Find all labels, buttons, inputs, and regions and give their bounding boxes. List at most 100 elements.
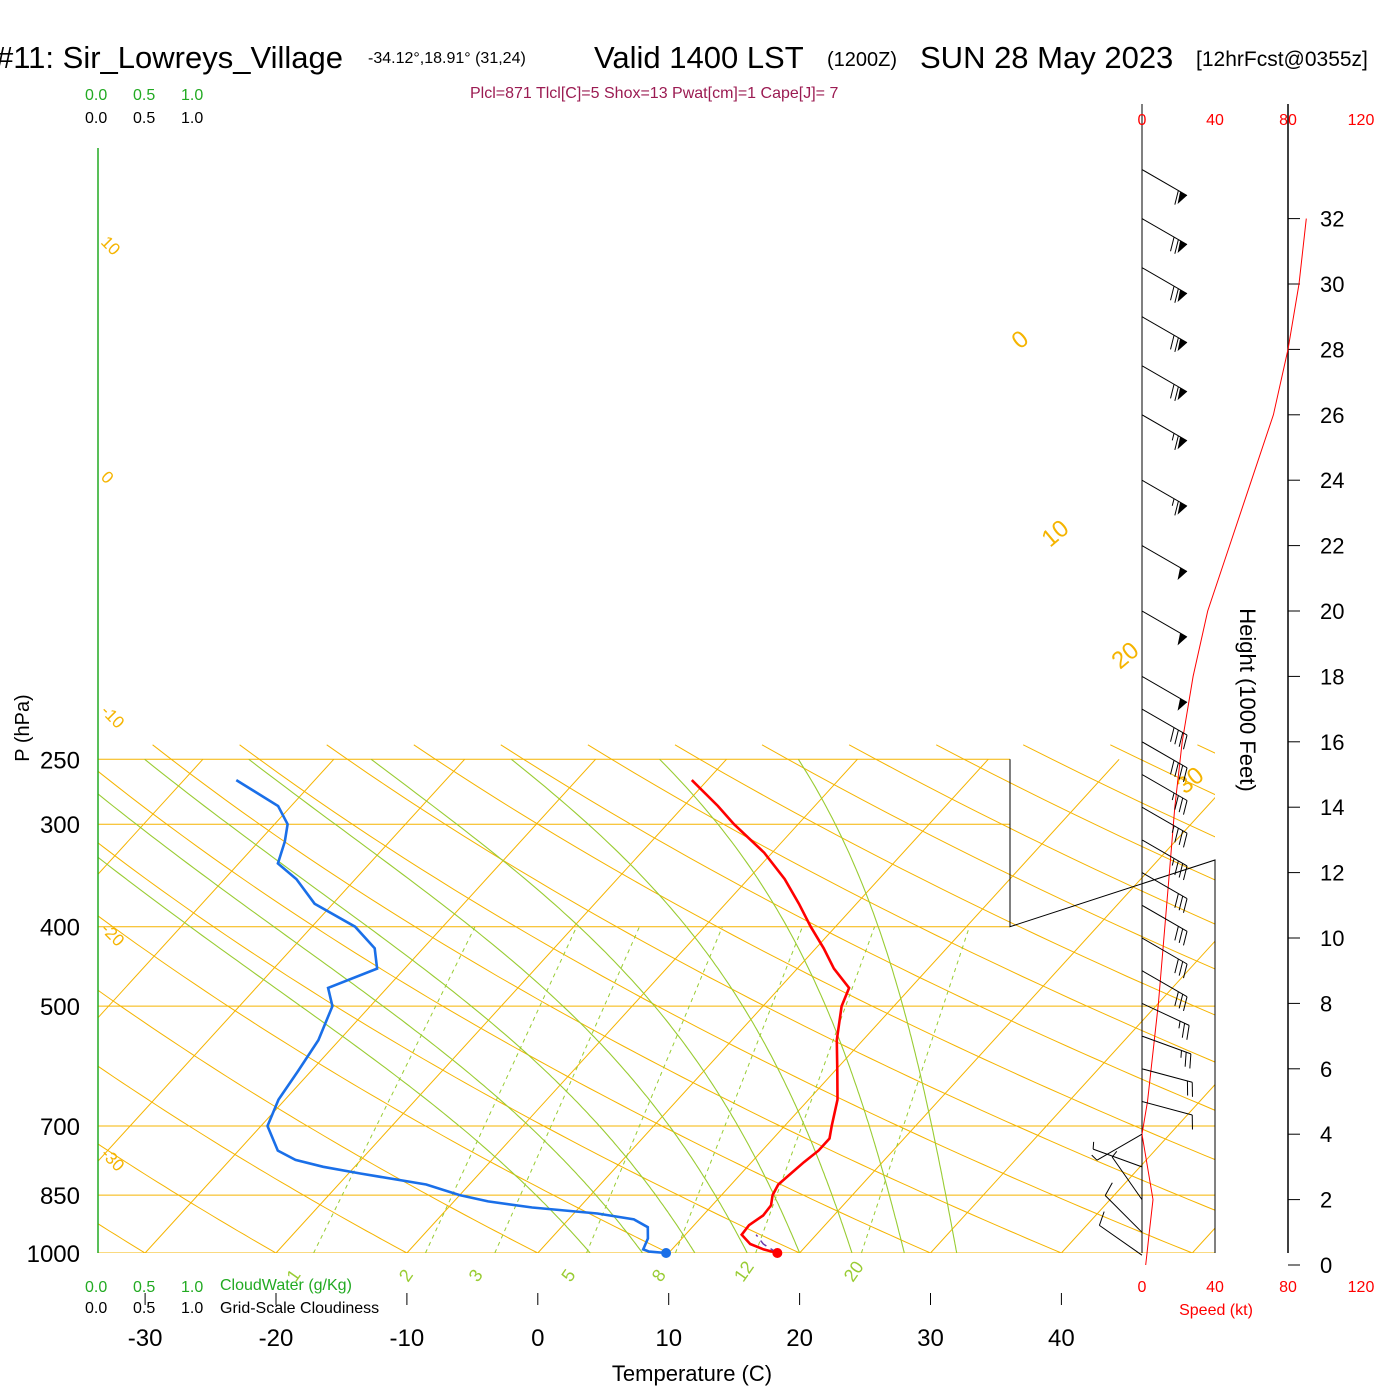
speed-tick-top-1: 40 [1206, 112, 1224, 129]
wind-barb-pennant [1177, 698, 1188, 711]
temp-tick-40: 40 [1048, 1325, 1075, 1352]
wind-barb-feather [1178, 797, 1184, 813]
wind-barb-staff [1141, 872, 1188, 900]
wind-barb-staff [1111, 1156, 1143, 1200]
moist-adiabat [144, 758, 696, 1253]
wind-barb-feather [1178, 732, 1184, 747]
temp-tick-10: 10 [655, 1325, 682, 1352]
dry-adiabat [239, 744, 1194, 1253]
wind-barb-feather [1174, 762, 1179, 778]
wind-barb-half-feather [1178, 1021, 1181, 1029]
cloud-scale-bottom-green-0: 0.0 [85, 1279, 107, 1296]
series-temperature [690, 779, 851, 1255]
wind-barb-staff [1141, 937, 1188, 965]
wind-barb [1141, 218, 1188, 254]
wind-barb [1141, 904, 1188, 946]
speed-tick-bottom-1: 40 [1206, 1279, 1224, 1296]
valid-time: Valid 1400 LST [594, 40, 804, 75]
wind-barb-half-feather [1171, 825, 1175, 833]
cloud-scale-top-green-2: 1.0 [181, 87, 203, 104]
wind-barb [1141, 610, 1188, 646]
wind-barb-pennant [1177, 502, 1188, 515]
cloud-scale-bottom-green-1: 0.5 [133, 1279, 155, 1296]
wind-barb-staff [1141, 267, 1188, 295]
wind-barb-feather [1174, 729, 1179, 745]
height-tick-18: 18 [1320, 664, 1344, 689]
pressure-tick-1000: 1000 [27, 1241, 80, 1268]
wind-barb-staff [1141, 1101, 1193, 1116]
cloud-scale-top-green-1: 0.5 [133, 87, 155, 104]
wind-barb-feather [1189, 1053, 1192, 1069]
speed-tick-top-3: 120 [1348, 112, 1375, 129]
isotherm-line [98, 758, 466, 1162]
isotherm-label: 0 [97, 467, 117, 487]
wind-barb-pennant [1177, 191, 1188, 204]
temp-tick-0: 0 [531, 1325, 544, 1352]
wind-barb-feather [1098, 1211, 1105, 1226]
mixing-ratio-label-12: 12 [730, 1257, 758, 1285]
x-axis-title: Temperature (C) [612, 1361, 772, 1386]
dry-adiabat [761, 744, 1215, 970]
wind-barb-half-feather [1171, 858, 1175, 866]
moist-adiabat [797, 759, 958, 1253]
height-tick-10: 10 [1320, 926, 1344, 951]
speed-tick-top-0: 0 [1138, 112, 1147, 129]
dry-adiabat [152, 744, 1063, 1253]
temp-tick--20: -20 [259, 1325, 294, 1352]
height-tick-6: 6 [1320, 1057, 1332, 1082]
utc-time: (1200Z) [827, 49, 897, 71]
wind-barb-feather [1178, 895, 1184, 911]
wind-barb [1092, 1141, 1143, 1168]
wind-barb-staff [1141, 806, 1188, 834]
wind-barb-feather [1178, 765, 1184, 780]
height-tick-30: 30 [1320, 272, 1344, 297]
isotherm-line [144, 758, 596, 1253]
wind-barb-feather [1184, 1052, 1187, 1067]
moist-adiabat [659, 758, 905, 1253]
dry-adiabat [848, 744, 1215, 925]
wind-barb-pennant [1177, 567, 1188, 580]
isotherm-label-right: 20 [1107, 637, 1145, 675]
wind-barb-feather [1170, 335, 1175, 350]
dry-adiabat [1022, 744, 1215, 838]
isotherm-line [537, 758, 989, 1253]
wind-barb-feather [1183, 833, 1188, 848]
wind-barb-feather [1183, 996, 1188, 1011]
cloud-scale-top-black-2: 1.0 [181, 110, 203, 127]
isotherm-line [668, 758, 1120, 1253]
wind-barb-half-feather [1091, 1154, 1098, 1161]
height-tick-22: 22 [1320, 534, 1344, 559]
wind-barb [1141, 267, 1188, 303]
pressure-tick-850: 850 [40, 1183, 80, 1210]
wind-barb-staff [1141, 774, 1188, 801]
wind-barb-feather [1183, 898, 1188, 913]
cloud-scale-bottom-black-0: 0.0 [85, 1300, 107, 1317]
wind-barb [1141, 675, 1188, 711]
background-lines [98, 744, 1215, 1253]
dry-adiabat [674, 744, 1215, 1016]
mixing-ratio-label-20: 20 [840, 1257, 868, 1285]
wind-barb-feather [1174, 337, 1179, 352]
wind-barb [1141, 708, 1188, 750]
sounding-indices: Plcl=871 Tlcl[C]=5 Shox=13 Pwat[cm]=1 Ca… [470, 85, 838, 102]
wind-barb-feather [1174, 860, 1179, 876]
wind-barb-staff [1141, 741, 1188, 769]
height-tick-32: 32 [1320, 207, 1344, 232]
wind-barb-feather [1104, 1182, 1113, 1196]
isotherm-label: -20 [97, 919, 128, 950]
dry-adiabat [98, 915, 670, 1253]
dry-adiabat [326, 744, 1215, 1211]
moist-adiabat [511, 758, 853, 1253]
wind-barb-staff [1096, 1133, 1143, 1161]
wind-barb-pennant [1177, 436, 1188, 450]
wind-barb-staff [1141, 839, 1188, 867]
mixing-ratio-label-2: 2 [395, 1266, 417, 1286]
dry-adiabat [98, 842, 801, 1253]
valid-date: SUN 28 May 2023 [920, 40, 1173, 75]
station-coords: -34.12°,18.91° (31,24) [368, 50, 526, 67]
surface-marker-temperature [772, 1248, 783, 1258]
wind-barb-staff [1141, 904, 1188, 932]
mixing-ratio-label-3: 3 [465, 1266, 487, 1286]
wind-barb-pennant [1177, 633, 1188, 646]
wind-barb-pennant [1177, 289, 1188, 303]
